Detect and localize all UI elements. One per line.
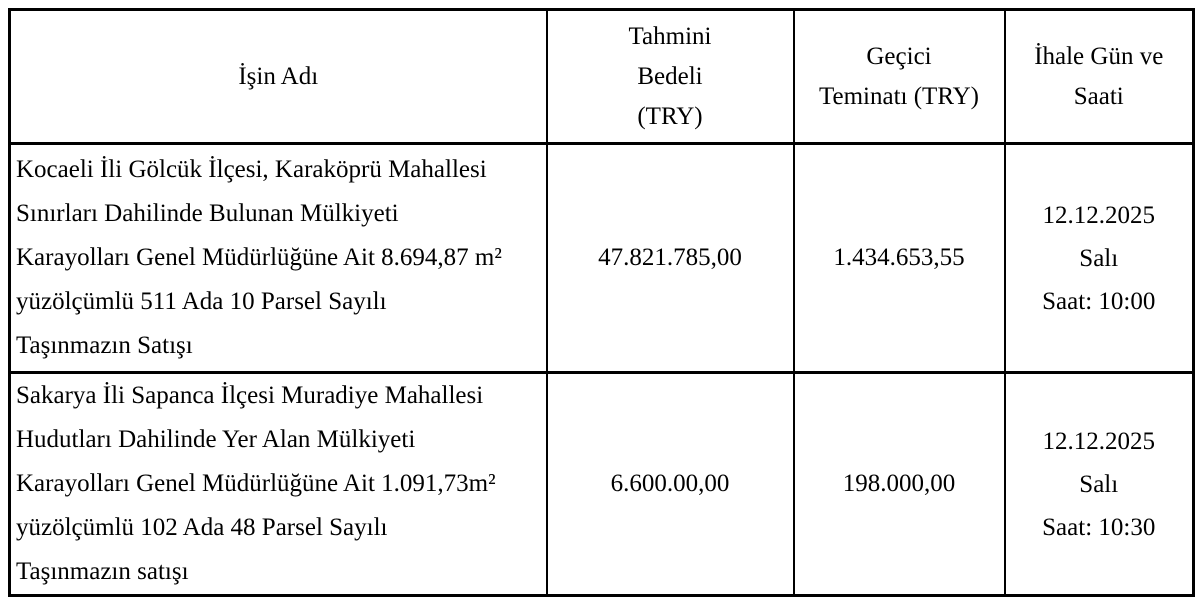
- text-line: Saat: 10:00: [1042, 287, 1156, 315]
- text-line: 12.12.2025: [1042, 201, 1156, 229]
- text-line: Taşınmazın satışı: [16, 558, 189, 585]
- text-line: Bedeli: [637, 62, 703, 90]
- column-header-estimated-cost: Tahmini Bedeli (TRY): [545, 8, 795, 145]
- table-row: Sakarya İli Sapanca İlçesi Muradiye Maha…: [8, 371, 1195, 597]
- text-line: Kocaeli İli Gölcük İlçesi, Karaköprü Mah…: [16, 156, 487, 183]
- text-line: Taşınmazın Satışı: [16, 332, 193, 359]
- document-page: İşin Adı Tahmini Bedeli (TRY) Geçici Temina…: [8, 8, 1195, 597]
- text-line: yüzölçümlü 511 Ada 10 Parsel Sayılı: [16, 288, 387, 315]
- tender-table: İşin Adı Tahmini Bedeli (TRY) Geçici Temina…: [8, 8, 1195, 597]
- text-line: (TRY): [637, 102, 703, 130]
- column-header-tender-datetime: İhale Gün ve Saati: [1003, 8, 1195, 145]
- table-row: Kocaeli İli Gölcük İlçesi, Karaköprü Mah…: [8, 142, 1195, 374]
- cell-work-name: Kocaeli İli Gölcük İlçesi, Karaköprü Mah…: [8, 142, 548, 374]
- cell-work-name: Sakarya İli Sapanca İlçesi Muradiye Maha…: [8, 371, 548, 597]
- text-line: Salı: [1079, 470, 1119, 498]
- text-line: yüzölçümlü 102 Ada 48 Parsel Sayılı: [16, 514, 388, 541]
- text-line: 12.12.2025: [1042, 427, 1156, 455]
- text-line: Salı: [1079, 244, 1119, 272]
- text-line: Tahmini: [628, 22, 712, 50]
- text-line: Sakarya İli Sapanca İlçesi Muradiye Maha…: [16, 382, 484, 409]
- header-row: İşin Adı Tahmini Bedeli (TRY) Geçici Temina…: [8, 8, 1195, 145]
- text-line: Saati: [1073, 82, 1124, 110]
- text-line: Hudutları Dahilinde Yer Alan Mülkiyeti: [16, 426, 416, 453]
- text-line: Teminatı (TRY): [818, 82, 980, 110]
- cell-temporary-guarantee: 198.000,00: [792, 371, 1006, 597]
- cell-estimated-cost: 47.821.785,00: [545, 142, 795, 374]
- text-line: Geçici: [866, 42, 932, 70]
- column-header-work-name: İşin Adı: [8, 8, 548, 145]
- text-line: Saat: 10:30: [1042, 513, 1156, 541]
- text-line: Karayolları Genel Müdürlüğüne Ait 1.091,…: [16, 470, 496, 497]
- text-line: Karayolları Genel Müdürlüğüne Ait 8.694,…: [16, 244, 502, 271]
- column-header-temporary-guarantee: Geçici Teminatı (TRY): [792, 8, 1006, 145]
- text-line: Sınırları Dahilinde Bulunan Mülkiyeti: [16, 200, 399, 227]
- cell-temporary-guarantee: 1.434.653,55: [792, 142, 1006, 374]
- text-line: İhale Gün ve: [1034, 42, 1164, 70]
- cell-tender-datetime: 12.12.2025 Salı Saat: 10:30: [1003, 371, 1195, 597]
- cell-tender-datetime: 12.12.2025 Salı Saat: 10:00: [1003, 142, 1195, 374]
- cell-estimated-cost: 6.600.00,00: [545, 371, 795, 597]
